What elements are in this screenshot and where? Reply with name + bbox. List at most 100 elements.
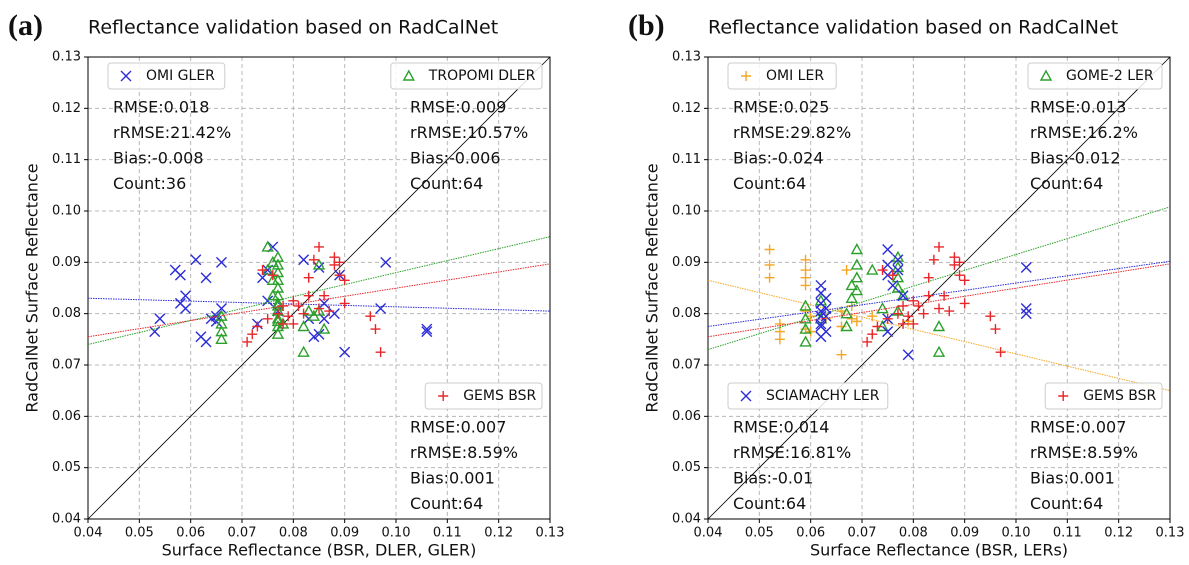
x-tick-label: 0.13 <box>1156 526 1185 541</box>
legend-box <box>1044 382 1163 410</box>
data-point <box>995 347 1006 358</box>
y-axis-label: RadCalNet Surface Reflectance <box>643 163 662 412</box>
data-point <box>200 272 212 284</box>
data-point <box>313 261 325 273</box>
data-point <box>293 300 304 311</box>
data-point <box>421 326 433 338</box>
data-point <box>932 345 946 357</box>
chart-title: Reflectance validation based on RadCalNe… <box>708 17 1118 39</box>
data-point <box>210 315 222 327</box>
stat-text: Count:36 <box>113 174 186 193</box>
data-point <box>850 284 864 296</box>
plot-frame <box>87 56 551 520</box>
legend-box <box>107 62 226 90</box>
data-point <box>267 270 278 281</box>
data-point <box>934 303 944 314</box>
data-point <box>308 254 319 265</box>
data-point <box>313 328 325 340</box>
data-point <box>897 290 909 302</box>
data-point <box>314 303 324 314</box>
data-point <box>154 313 166 325</box>
legend-box <box>727 382 889 410</box>
data-point <box>923 290 934 301</box>
fit-line <box>707 206 1171 351</box>
data-point <box>339 346 351 358</box>
data-point <box>288 295 299 306</box>
stat-text: Bias:-0.012 <box>1030 149 1121 168</box>
data-point <box>190 254 202 266</box>
y-tick-label: 0.13 <box>52 50 81 65</box>
data-point <box>896 289 910 301</box>
data-point <box>892 254 904 266</box>
y-tick-label: 0.04 <box>672 512 701 527</box>
panel-label: (a) <box>8 9 43 42</box>
legend: GOME-2 LER RMSE:0.013 rRMSE:16.2% Bias:-0.0… <box>1027 62 1163 193</box>
data-point <box>851 316 862 327</box>
data-point <box>959 275 970 286</box>
data-point <box>262 313 273 324</box>
data-point <box>1020 303 1032 315</box>
y-tick-label: 0.06 <box>52 409 81 424</box>
x-tick-label: 0.05 <box>125 526 154 541</box>
stat-text: RMSE:0.013 <box>1030 98 1126 117</box>
data-point <box>815 318 827 330</box>
data-point <box>1058 391 1069 401</box>
data-point <box>850 271 864 283</box>
data-point <box>820 292 832 304</box>
data-point <box>317 322 331 334</box>
data-point <box>908 295 919 306</box>
y-tick-label: 0.10 <box>52 204 81 219</box>
fit-line <box>707 279 1171 392</box>
x-tick-label: 0.07 <box>228 526 257 541</box>
legend-label: TROPOMI DLER <box>428 68 536 84</box>
y-tick-label: 0.06 <box>672 409 701 424</box>
data-point <box>215 332 228 345</box>
data-point <box>840 307 853 319</box>
data-point <box>215 303 227 315</box>
data-point <box>845 278 858 291</box>
data-point <box>308 331 320 343</box>
data-point <box>820 310 832 322</box>
panel-label: (b) <box>628 9 665 42</box>
x-tick-label: 0.08 <box>279 526 308 541</box>
data-point <box>898 318 909 329</box>
fit-line <box>87 263 551 338</box>
data-point <box>887 279 899 291</box>
data-point <box>257 265 268 276</box>
stat-text: Bias:-0.006 <box>410 149 501 168</box>
data-point <box>741 71 751 81</box>
data-point <box>800 280 811 291</box>
stat-text: rRMSE:29.82% <box>733 123 851 142</box>
data-point <box>324 306 335 317</box>
data-point <box>215 317 228 329</box>
x-tick-label: 0.06 <box>176 526 205 541</box>
stat-text: rRMSE:16.2% <box>1030 123 1138 142</box>
data-point <box>908 318 919 329</box>
data-point <box>934 241 944 252</box>
legend-label: SCIAMACHY LER <box>766 388 880 404</box>
data-point <box>271 327 285 339</box>
stat-text: Count:64 <box>410 494 483 513</box>
stat-text: rRMSE:8.59% <box>410 443 518 462</box>
data-point <box>180 303 192 315</box>
legend: OMI LER RMSE:0.025 rRMSE:29.82% Bias:-0.024… <box>727 62 851 193</box>
data-point <box>764 259 775 270</box>
x-tick-label: 0.08 <box>899 526 928 541</box>
stat-text: Count:64 <box>733 174 806 193</box>
data-point <box>402 69 415 81</box>
stat-text: rRMSE:21.42% <box>113 123 231 142</box>
data-point <box>120 70 132 82</box>
data-point <box>200 336 212 348</box>
legend: GEMS BSR RMSE:0.007 rRMSE:8.59% Bias:0.001 C… <box>410 382 543 513</box>
legend-box <box>1027 62 1163 90</box>
legend: SCIAMACHY LER RMSE:0.014 rRMSE:16.81% Bias:… <box>727 382 889 513</box>
y-tick-label: 0.09 <box>672 255 701 270</box>
data-point <box>247 329 258 340</box>
data-point <box>892 308 903 319</box>
data-point <box>303 290 314 301</box>
data-point <box>840 320 853 332</box>
data-point <box>882 259 894 271</box>
y-tick-label: 0.11 <box>672 152 701 167</box>
y-tick-label: 0.07 <box>672 358 701 373</box>
x-tick-label: 0.11 <box>1053 526 1082 541</box>
